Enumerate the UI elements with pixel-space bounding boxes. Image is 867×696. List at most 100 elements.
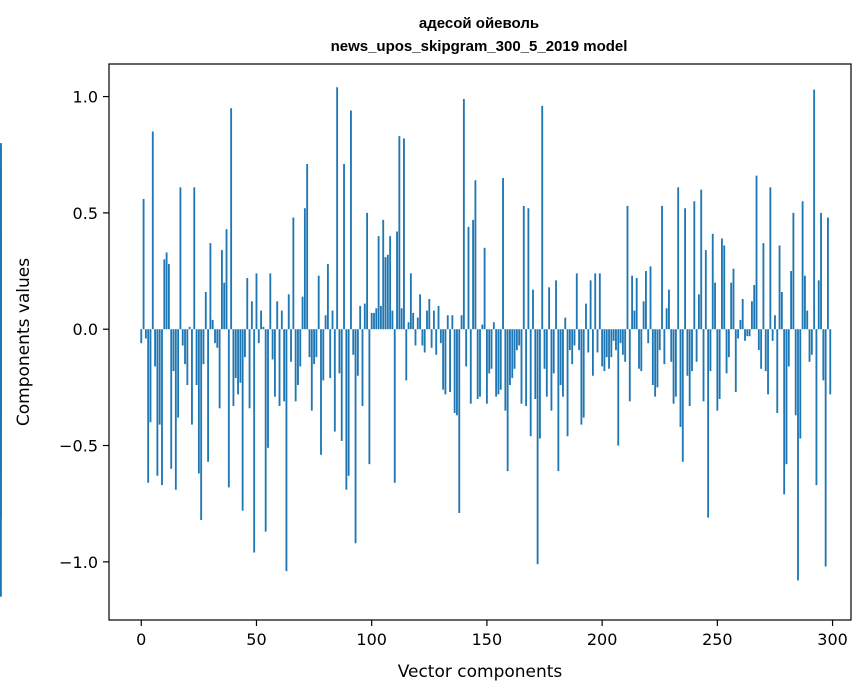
bar-259 [737,329,740,339]
bar-18 [181,329,184,346]
bar-8 [158,329,161,425]
bar-273 [769,187,772,330]
bar-162 [513,329,516,369]
bar-26 [200,329,203,520]
bar-32 [214,329,216,344]
bar-168 [527,208,530,330]
chart-title-line1: адесой ойеволь [419,15,539,32]
bar-81 [326,264,329,330]
bar-299 [829,329,832,395]
bar-131 [442,329,445,390]
bar-117 [409,273,412,330]
bar-71 [303,208,306,330]
bar-47 [248,329,251,409]
bar-223 [654,329,657,397]
bar-225 [658,329,661,351]
bar-226 [661,205,663,330]
y-tick-label: 0.5 [73,204,98,223]
bar-193 [585,303,587,330]
bar-278 [780,291,783,330]
bar-3 [147,329,150,483]
bar-174 [541,105,544,330]
bar-277 [778,245,781,330]
bar-99 [368,329,371,465]
bar-45 [244,329,246,358]
bar-97 [363,303,366,330]
bar-252 [721,238,723,330]
bar-203 [608,329,610,369]
bar-134 [449,329,451,393]
bar-197 [594,273,597,330]
bar-139 [460,315,463,330]
bar-271 [764,329,767,372]
bar-105 [382,219,385,330]
bar-210 [624,329,627,362]
bar-42 [237,329,239,395]
bar-7 [156,329,159,476]
bar-60 [278,329,281,406]
bar-9 [161,329,163,486]
bar-221 [649,266,652,330]
bar-180 [555,280,557,330]
bar-136 [453,329,456,413]
bar-255 [727,329,730,358]
bar-204 [610,329,613,358]
bar-186 [568,329,571,351]
bar-61 [280,310,283,330]
bar-246 [707,329,710,518]
bar-149 [483,247,486,330]
bar-68 [297,329,299,386]
bar-64 [287,294,290,330]
plot-area-frame [108,63,852,621]
bar-217 [640,329,643,372]
bar-245 [704,250,707,330]
bar-110 [393,329,396,483]
bar-102 [375,308,378,330]
bar-199 [598,273,601,330]
bar-248 [711,233,714,330]
bar-155 [497,329,500,395]
bar-58 [273,329,276,397]
bar-0 [140,329,143,344]
bar-290 [808,329,811,362]
x-tick-label: 250 [702,630,733,649]
bar-287 [801,201,804,330]
bar-178 [550,329,553,411]
bar-288 [803,275,806,330]
bar-191 [580,329,583,425]
bar-209 [621,329,624,355]
bar-87 [340,329,343,441]
bar-282 [790,271,793,330]
bar-206 [615,329,617,351]
bar-undefined [0,166,2,330]
bar-20 [186,329,189,386]
bar-144 [472,219,475,330]
bar-98 [366,212,369,330]
bar-21 [188,326,191,330]
bar-77 [317,275,320,330]
bar-19 [184,329,186,365]
bar-216 [638,329,640,369]
bar-147 [479,329,481,397]
bar-179 [552,329,555,374]
bar-293 [815,329,818,486]
bar-160 [509,329,511,386]
bar-171 [534,329,537,399]
bar-239 [691,329,693,372]
bar-219 [644,271,647,330]
bar-27 [202,329,205,365]
bar-195 [589,280,592,330]
bar-40 [232,329,235,406]
bar-14 [172,329,175,372]
bar-263 [746,329,749,337]
bar-241 [695,329,698,362]
bar-230 [670,329,673,362]
bar-256 [730,282,733,330]
bar-118 [412,312,415,330]
bar-72 [306,164,309,330]
bar-55 [267,329,269,448]
bar-202 [605,329,608,358]
bar-237 [686,329,689,376]
bar-194 [587,329,590,353]
